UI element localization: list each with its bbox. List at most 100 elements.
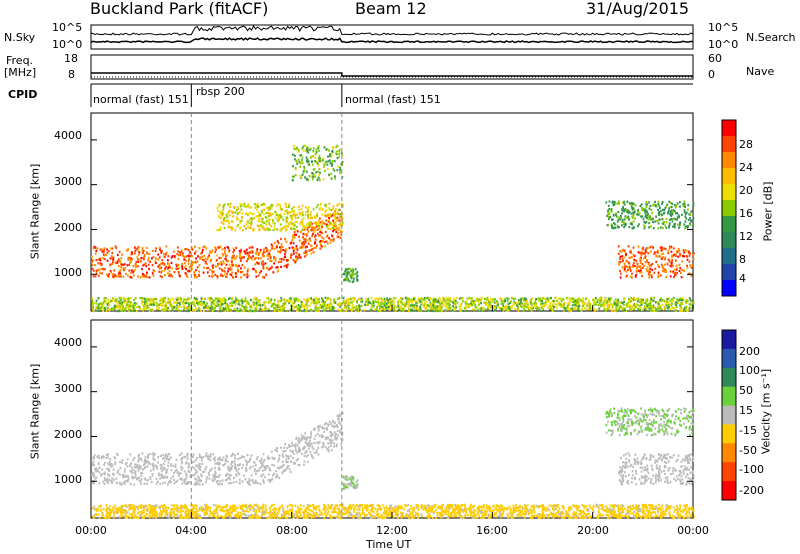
velocity-cell [303,437,306,441]
power-cell [301,148,303,151]
power-cell [220,261,222,264]
power-cell [619,255,622,258]
velocity-cell [298,437,300,440]
power-cell [248,246,251,249]
velocity-cell [140,482,143,485]
power-cell [313,302,315,305]
power-cell [319,230,322,233]
power-cell [279,246,281,249]
power-cell [661,218,664,221]
power-cell [294,158,296,161]
power-cell [298,298,300,301]
power-cell [303,243,306,246]
power-cell [239,250,242,253]
power-cell [92,310,95,313]
power-cell [625,265,627,268]
velocity-cell [275,449,278,453]
power-cell [231,227,234,230]
power-cell [289,309,291,312]
power-cell [151,272,154,275]
power-cell [449,306,452,309]
power-cell [294,229,297,232]
power-cell [313,247,315,250]
power-cell [288,298,291,301]
power-cell [348,271,351,274]
power-cell [370,305,373,308]
power-cell [312,232,314,235]
power-cell [610,223,613,226]
power-cell [611,218,613,221]
power-cell [522,309,525,312]
velocity-cell [255,463,257,466]
power-cell [632,207,635,210]
power-cell [687,204,690,207]
power-cell [632,253,635,256]
power-cell [634,217,636,220]
power-cell [666,262,669,265]
power-cell [128,297,131,300]
power-cell [380,301,382,304]
power-cell [229,206,232,209]
power-cell [635,260,638,263]
power-cell [492,298,494,301]
power-cell [165,265,168,268]
power-cell [159,302,162,305]
power-cell [338,150,341,153]
power-cell [183,255,185,258]
power-cell [280,249,283,252]
power-cell [194,276,196,279]
power-cell [637,307,639,310]
power-cell [584,307,587,310]
power-cell [287,259,290,262]
power-cell [409,304,412,307]
velocity-cell [229,478,232,481]
power-cell [623,200,625,203]
power-cell [329,222,331,225]
power-cell [607,307,610,310]
power-cell [229,302,231,305]
power-cell [210,258,213,261]
power-cell [243,250,246,253]
power-cell [516,304,518,307]
power-cell [95,302,98,305]
power-cell [240,219,243,222]
power-cell [275,212,278,215]
velocity-cell [275,476,277,479]
power-cell [179,251,181,254]
power-cell [257,252,260,255]
power-cell [203,309,205,312]
power-cell [339,169,341,172]
velocity-cell [295,459,298,462]
power-cell [185,255,188,258]
power-cell [649,204,652,208]
power-cell [227,212,229,215]
power-cell [670,262,673,265]
power-cb-tick-28: 28 [739,138,753,151]
power-cell [108,304,110,307]
power-cell [250,206,253,209]
power-cell [612,304,615,307]
power-cell [246,260,248,263]
power-cell [610,303,613,306]
power-cell [132,271,134,274]
noise-sky-trace [90,25,694,36]
power-cell [661,248,664,251]
power-cell [322,305,325,308]
power-cell [466,298,469,301]
power-cell [671,202,674,205]
velocity-cell [107,456,109,459]
power-cell [144,275,146,279]
power-cell [444,299,447,302]
power-cell [261,303,264,307]
power-cell [683,309,685,312]
power-cell [646,304,648,308]
velocity-cell [275,473,278,476]
power-cell [589,308,592,311]
power-cell [329,213,332,216]
power-cell [120,297,123,300]
power-cell [141,275,144,278]
power-cell [182,252,184,255]
power-cell [219,245,222,248]
power-cell [130,309,132,312]
power-cell [319,157,322,160]
